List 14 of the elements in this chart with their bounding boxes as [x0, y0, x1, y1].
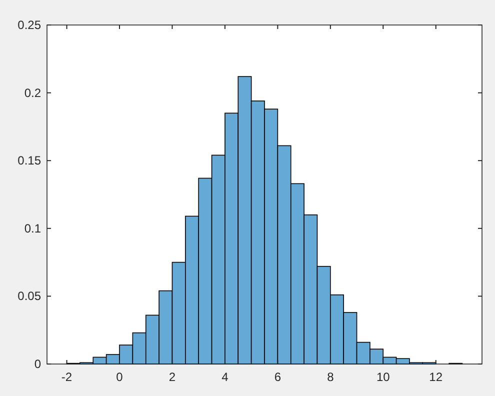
x-tick-label: 10 — [376, 370, 390, 384]
y-tick-label: 0 — [34, 357, 42, 371]
x-tick-label: -2 — [61, 370, 72, 384]
x-tick-label: 4 — [222, 370, 229, 384]
x-tick-label: 0 — [116, 370, 124, 384]
y-tick-label: 0.25 — [18, 18, 42, 32]
x-tick-label: 6 — [274, 370, 282, 384]
y-tick-label: 0.1 — [24, 221, 42, 236]
y-tick-label: 0.15 — [18, 154, 42, 168]
y-tick-label: 0.2 — [24, 86, 42, 100]
y-tick-label: 0.05 — [18, 289, 42, 304]
x-tick-label: 12 — [429, 370, 443, 384]
x-tick-label: 2 — [168, 370, 176, 384]
x-tick-label: 8 — [327, 370, 334, 384]
